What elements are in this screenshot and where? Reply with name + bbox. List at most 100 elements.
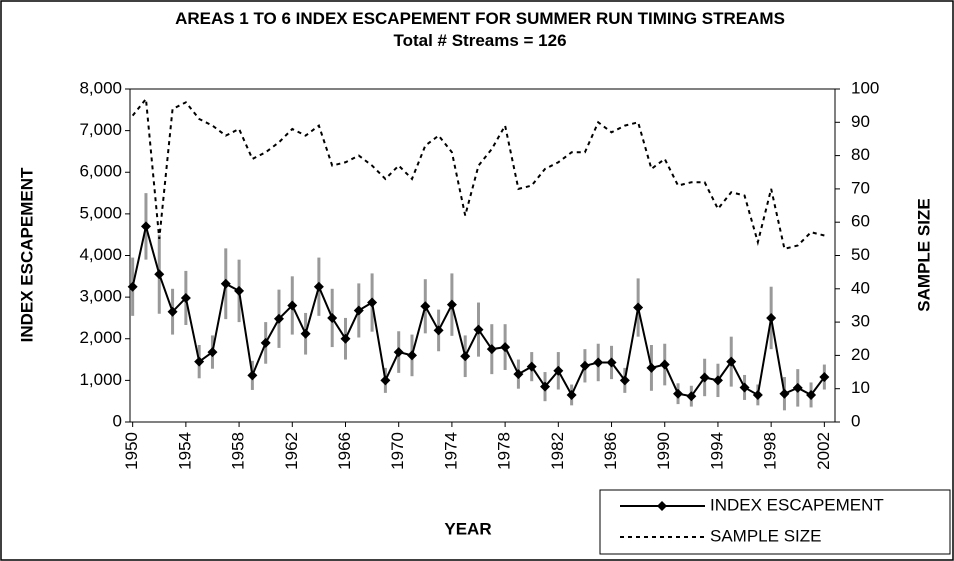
y2-tick-label: 50: [851, 245, 870, 264]
marker: [154, 269, 165, 280]
y2-axis-title: SAMPLE SIZE: [914, 198, 933, 311]
marker: [207, 347, 218, 358]
x-axis-title: YEAR: [444, 519, 491, 538]
y2-tick-label: 100: [851, 78, 879, 97]
x-tick-label: 1994: [707, 432, 726, 470]
marker: [712, 375, 723, 386]
x-tick-label: 1950: [122, 432, 141, 470]
y2-tick-label: 60: [851, 212, 870, 231]
title-block: AREAS 1 TO 6 INDEX ESCAPEMENT FOR SUMMER…: [140, 8, 820, 52]
marker: [579, 360, 590, 371]
y2-tick-label: 30: [851, 312, 870, 331]
marker: [606, 357, 617, 368]
legend-marker: [657, 501, 667, 511]
marker: [566, 389, 577, 400]
marker: [287, 300, 298, 311]
y-tick-label: 4,000: [79, 245, 122, 264]
marker: [273, 313, 284, 324]
x-tick-label: 1986: [601, 432, 620, 470]
x-tick-label: 1998: [761, 432, 780, 470]
marker: [526, 361, 537, 372]
marker: [646, 362, 657, 373]
marker: [460, 351, 471, 362]
y2-tick-label: 90: [851, 112, 870, 131]
series-line: [131, 96, 825, 251]
y2-tick-label: 20: [851, 345, 870, 364]
marker: [486, 344, 497, 355]
marker: [300, 328, 311, 339]
plot-area: [129, 88, 836, 423]
marker: [327, 312, 338, 323]
x-tick-label: 2002: [814, 432, 833, 470]
marker: [220, 278, 231, 289]
marker: [180, 292, 191, 303]
marker: [766, 312, 777, 323]
marker: [513, 369, 524, 380]
y-tick-label: 5,000: [79, 203, 122, 222]
marker: [752, 389, 763, 400]
y2-tick-label: 80: [851, 145, 870, 164]
x-tick-label: 1970: [388, 432, 407, 470]
marker: [779, 388, 790, 399]
y-tick-label: 0: [113, 411, 122, 430]
x-tick-label: 1962: [282, 432, 301, 470]
marker: [420, 301, 431, 312]
x-tick-label: 1958: [229, 432, 248, 470]
y-tick-label: 1,000: [79, 370, 122, 389]
y-tick-label: 8,000: [79, 78, 122, 97]
y-tick-label: 3,000: [79, 287, 122, 306]
y-tick-label: 7,000: [79, 120, 122, 139]
marker: [340, 333, 351, 344]
x-tick-label: 1982: [548, 432, 567, 470]
marker: [167, 306, 178, 317]
marker: [699, 372, 710, 383]
marker: [367, 297, 378, 308]
chart-title: AREAS 1 TO 6 INDEX ESCAPEMENT FOR SUMMER…: [175, 9, 785, 28]
marker: [673, 388, 684, 399]
marker: [819, 372, 830, 383]
marker: [726, 356, 737, 367]
x-tick-label: 1954: [175, 432, 194, 470]
marker: [792, 382, 803, 393]
marker: [393, 347, 404, 358]
y-axis-title: INDEX ESCAPEMENT: [17, 167, 36, 342]
marker: [140, 221, 151, 232]
legend-box: [599, 489, 951, 555]
y-tick-label: 6,000: [79, 162, 122, 181]
marker: [234, 285, 245, 296]
marker: [313, 281, 324, 292]
x-tick-label: 1974: [441, 432, 460, 470]
marker: [433, 325, 444, 336]
legend-label: INDEX ESCAPEMENT: [710, 495, 884, 514]
x-tick-label: 1966: [335, 432, 354, 470]
y2-tick-label: 70: [851, 178, 870, 197]
marker: [446, 299, 457, 310]
y2-tick-label: 0: [851, 411, 860, 430]
x-tick-label: 1990: [654, 432, 673, 470]
marker: [540, 381, 551, 392]
chart-subtitle: Total # Streams = 126: [393, 31, 567, 50]
legend-label: SAMPLE SIZE: [710, 526, 821, 545]
y2-tick-label: 10: [851, 378, 870, 397]
marker: [127, 281, 138, 292]
marker: [247, 370, 258, 381]
marker: [353, 305, 364, 316]
marker: [260, 337, 271, 348]
marker: [553, 365, 564, 376]
marker: [500, 342, 511, 353]
y-tick-label: 2,000: [79, 328, 122, 347]
marker: [619, 375, 630, 386]
x-tick-label: 1978: [495, 432, 514, 470]
y2-tick-label: 40: [851, 278, 870, 297]
marker: [739, 382, 750, 393]
marker: [633, 302, 644, 313]
marker: [473, 324, 484, 335]
marker: [659, 359, 670, 370]
marker: [686, 391, 697, 402]
marker: [593, 357, 604, 368]
marker: [194, 356, 205, 367]
marker: [806, 389, 817, 400]
